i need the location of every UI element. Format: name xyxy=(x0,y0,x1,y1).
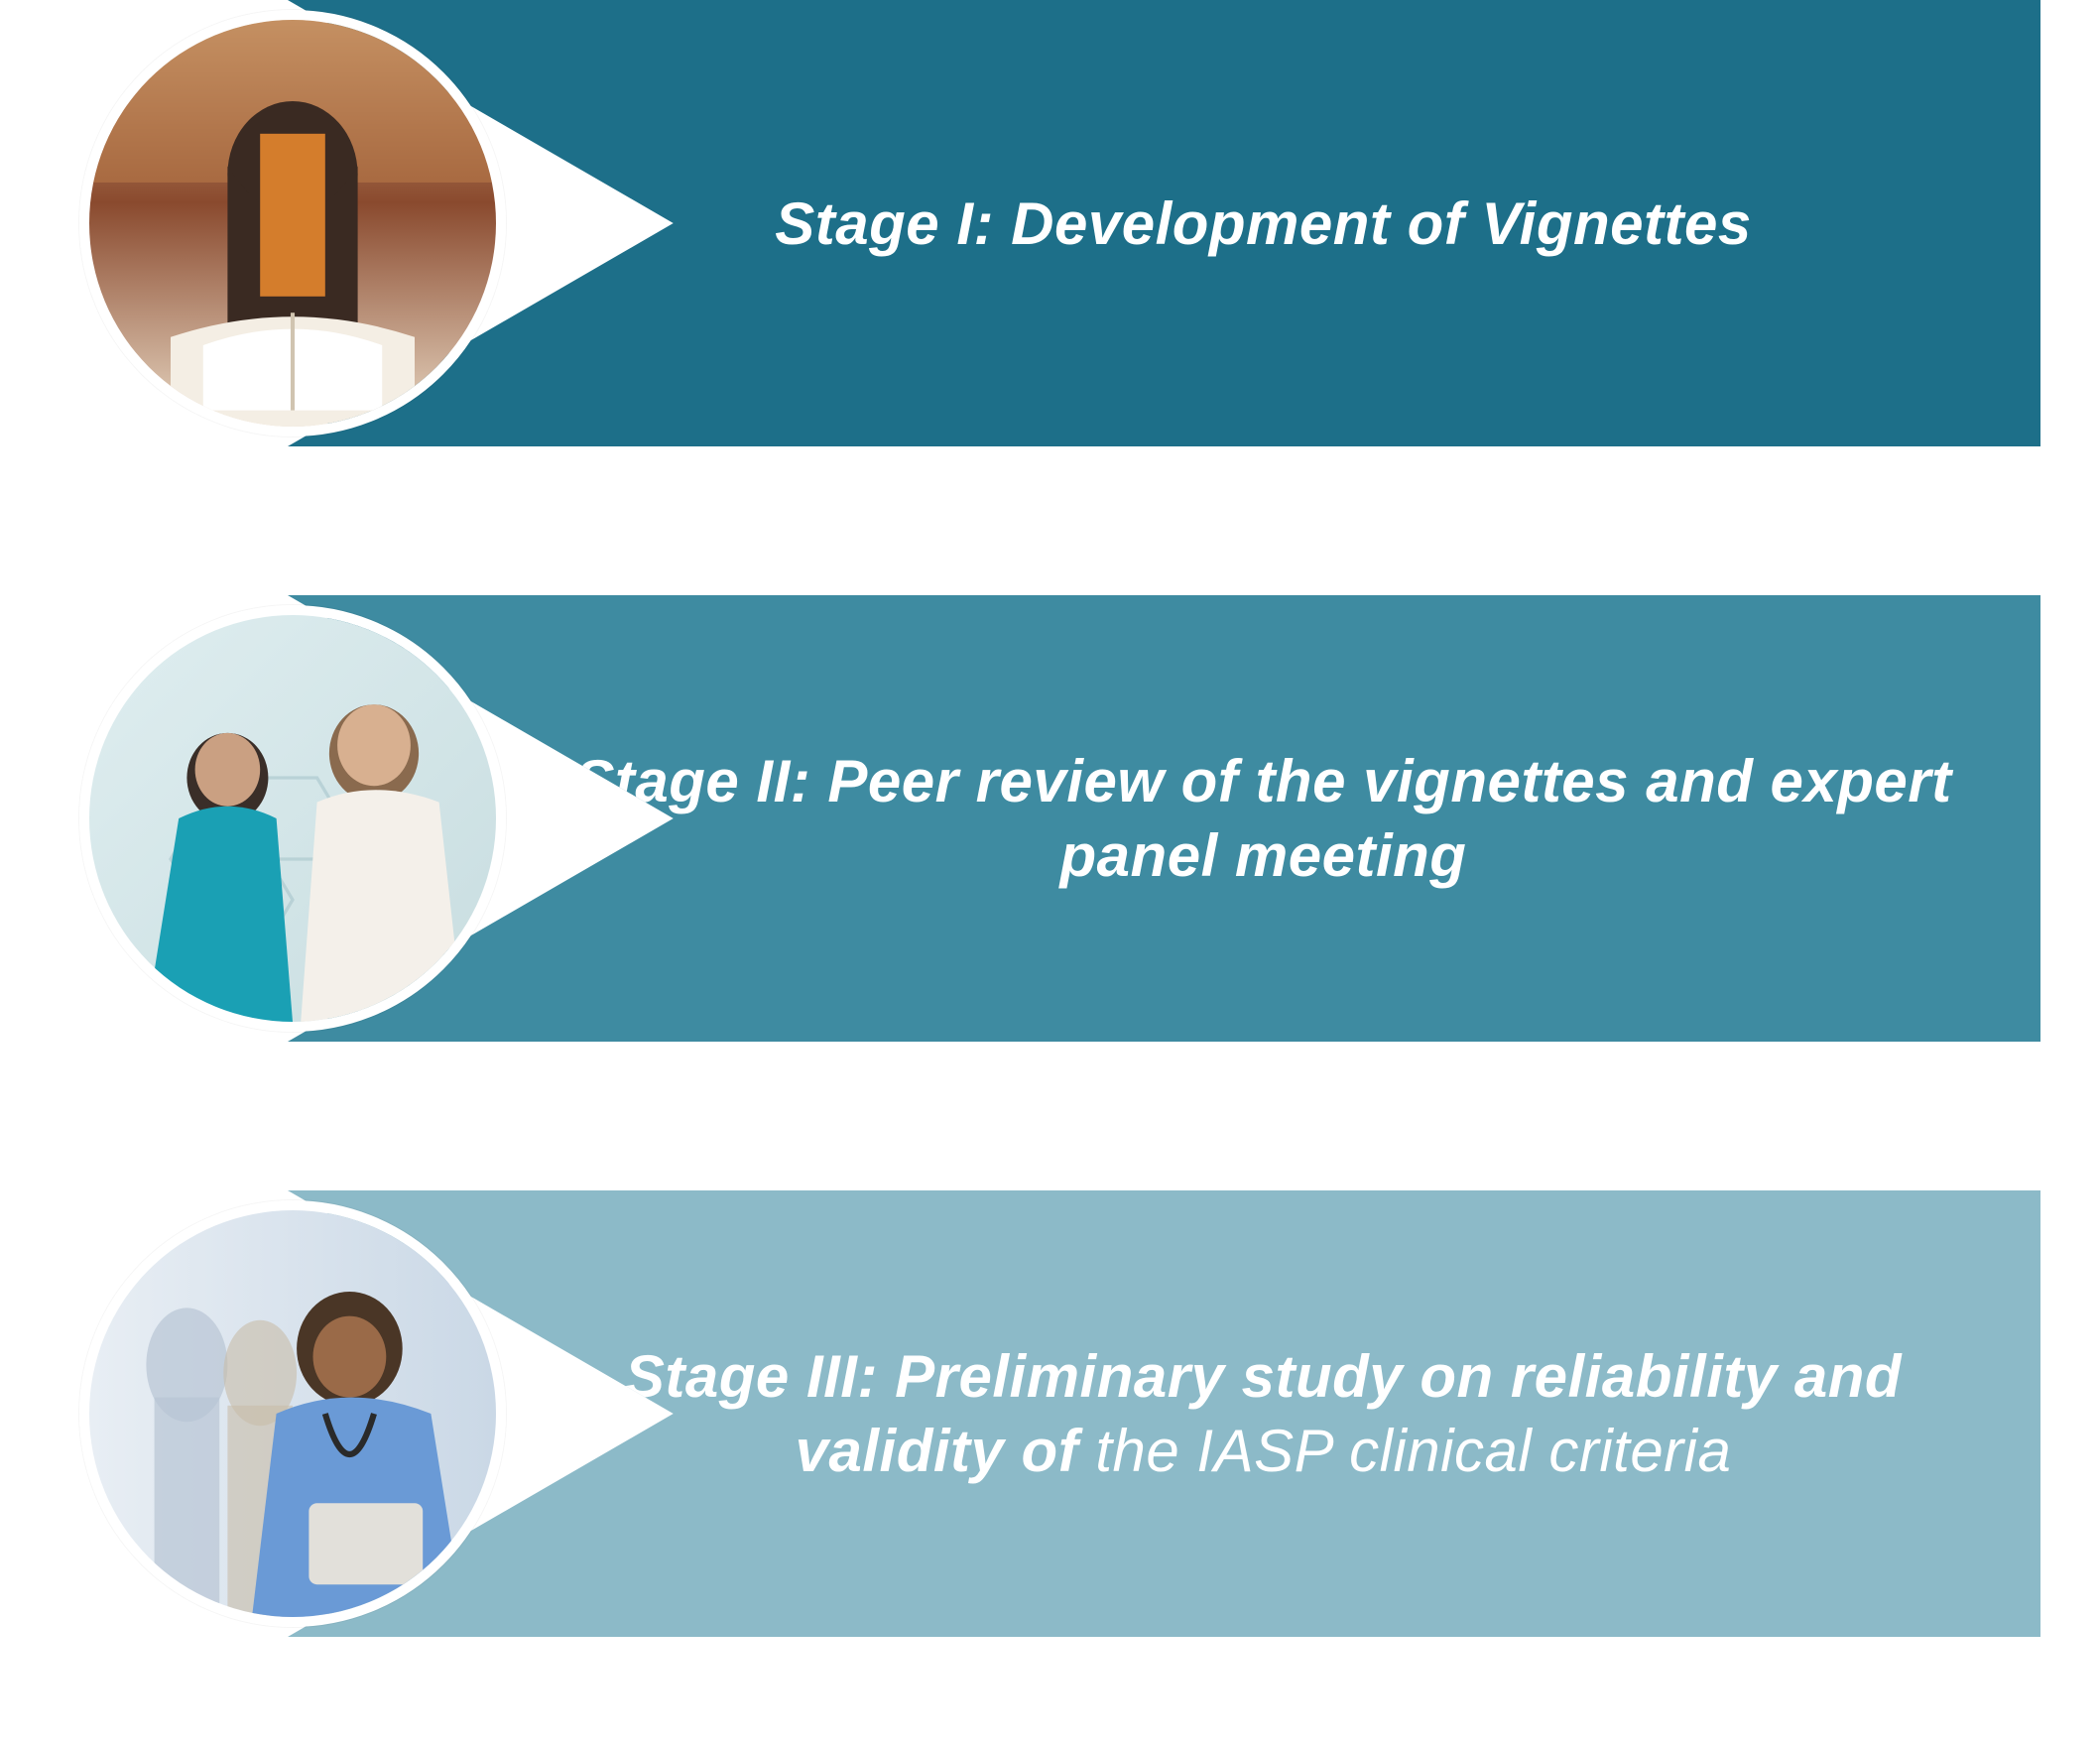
stage-1-image-placeholder xyxy=(89,20,496,427)
stage-2-title-bold: Stage II: Peer review of the vignettes a… xyxy=(574,748,1951,889)
stage-row-2: Stage II: Peer review of the vignettes a… xyxy=(60,595,2040,1042)
stage-row-1: Stage I: Development of Vignettes xyxy=(60,0,2040,446)
stage-row-3: Stage III: Preliminary study on reliabil… xyxy=(60,1190,2040,1637)
stage-3-title-light: the IASP clinical criteria xyxy=(1078,1418,1731,1484)
stage-2-banner: Stage II: Peer review of the vignettes a… xyxy=(288,595,2040,1042)
stage-2-image-placeholder xyxy=(89,615,496,1022)
stage-1-banner: Stage I: Development of Vignettes xyxy=(288,0,2040,446)
stage-2-image xyxy=(79,605,506,1032)
stage-3-banner: Stage III: Preliminary study on reliabil… xyxy=(288,1190,2040,1637)
stage-2-title: Stage II: Peer review of the vignettes a… xyxy=(546,744,1981,893)
stage-3-image-placeholder xyxy=(89,1210,496,1617)
infographic-canvas: Stage I: Development of Vignettes xyxy=(0,0,2100,1744)
stage-1-title: Stage I: Development of Vignettes xyxy=(546,187,1981,261)
stage-1-title-bold: Stage I: Development of Vignettes xyxy=(775,190,1751,257)
stage-3-image xyxy=(79,1200,506,1627)
stage-3-title: Stage III: Preliminary study on reliabil… xyxy=(546,1339,1981,1488)
stage-1-image xyxy=(79,10,506,436)
